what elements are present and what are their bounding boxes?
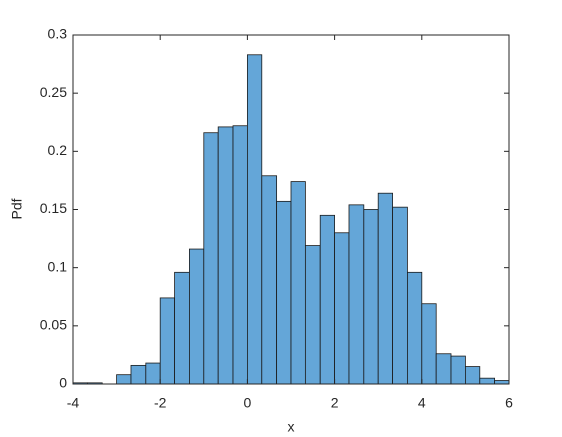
bar [363, 209, 379, 385]
y-tick-label: 0.1 [48, 258, 68, 274]
x-tick-label: -4 [67, 395, 80, 411]
bar [261, 175, 278, 385]
bar [130, 364, 147, 385]
x-tick-label: 4 [418, 395, 426, 411]
x-axis-label: x [288, 419, 295, 435]
bar [189, 248, 205, 385]
bar [290, 181, 306, 385]
y-tick-label: 0.2 [48, 142, 68, 158]
bar [145, 362, 161, 385]
bar [421, 303, 437, 385]
bar [464, 366, 481, 385]
y-tick-label: 0 [59, 375, 67, 391]
bar [232, 125, 248, 385]
bar [392, 206, 408, 385]
y-tick-label: 0.3 [48, 26, 68, 42]
bar [450, 355, 466, 385]
bar [304, 245, 321, 385]
bar [217, 126, 234, 385]
x-tick-label: 6 [505, 395, 513, 411]
bar [479, 377, 496, 385]
y-axis-label: Pdf [9, 198, 25, 219]
bar [494, 380, 510, 385]
bar [334, 232, 350, 385]
bar [435, 353, 452, 385]
y-tick-label: 0.15 [40, 200, 67, 216]
bar [348, 204, 365, 385]
y-tick-label: 0.05 [40, 317, 67, 333]
bar [116, 374, 132, 385]
bar [174, 271, 190, 385]
bar [319, 214, 336, 385]
x-tick-label: 0 [244, 395, 252, 411]
x-tick-label: 2 [331, 395, 339, 411]
bar [407, 271, 423, 385]
bar [276, 200, 292, 385]
y-tick-label: 0.25 [40, 84, 67, 100]
x-tick-label: -2 [154, 395, 167, 411]
bar [377, 192, 393, 385]
bar [159, 297, 175, 385]
bar [246, 54, 263, 385]
bar [203, 132, 219, 385]
